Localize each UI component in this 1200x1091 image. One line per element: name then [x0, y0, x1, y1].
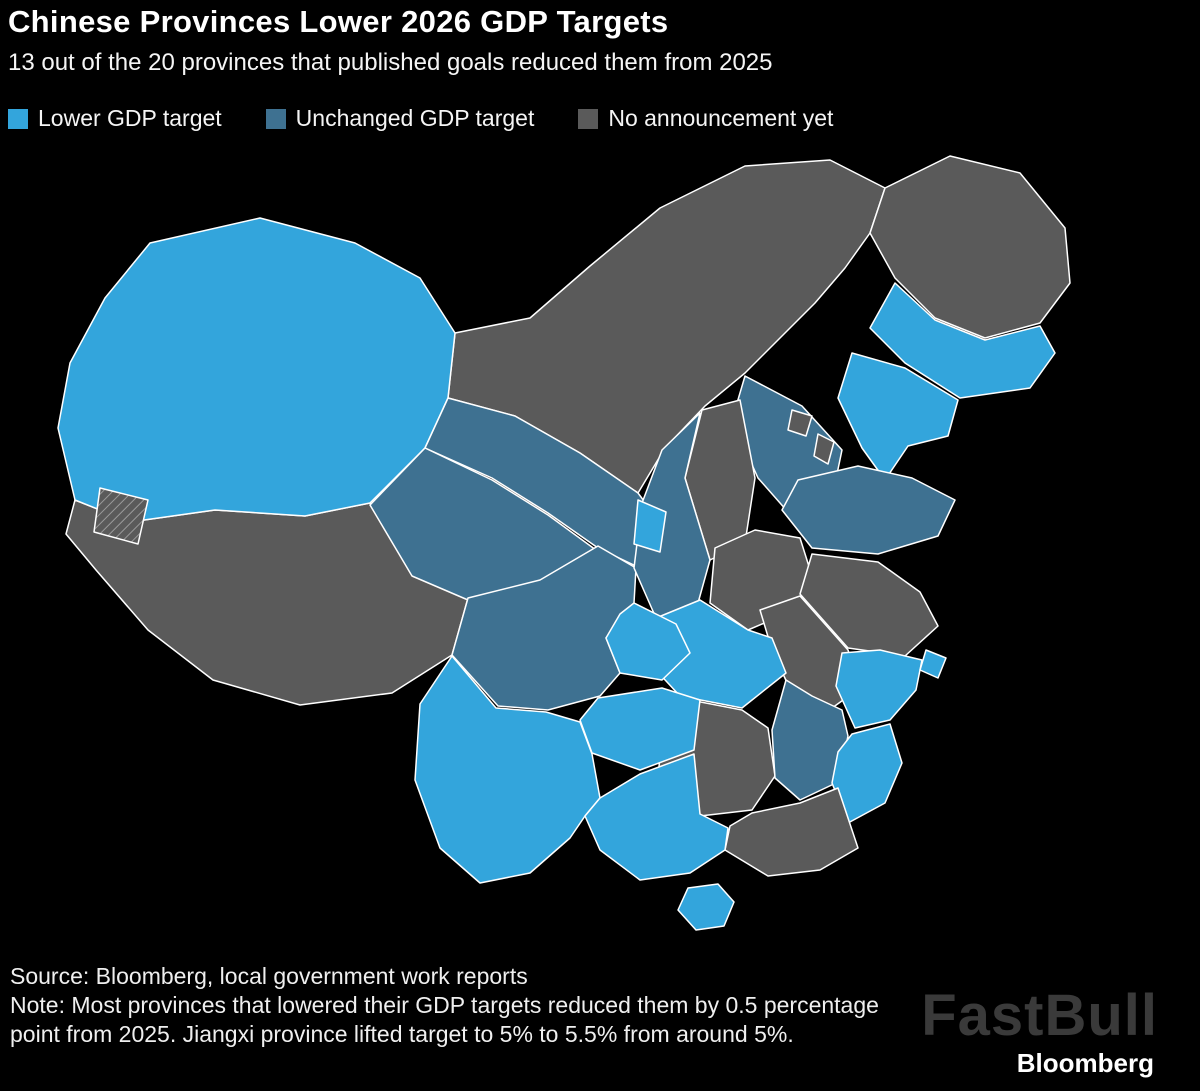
- province-liaoning: [837, 352, 959, 481]
- province-guangdong: [724, 787, 859, 877]
- legend-swatch-lower-icon: [8, 108, 28, 129]
- fastbull-watermark: FastBull: [921, 983, 1158, 1048]
- province-guangxi: [584, 753, 729, 881]
- legend-label-lower: Lower GDP target: [38, 105, 222, 131]
- legend-item-lower: Lower GDP target: [8, 105, 222, 132]
- province-fujian: [831, 723, 903, 824]
- map-svg: [57, 155, 1071, 931]
- legend-swatch-none-icon: [578, 108, 599, 129]
- legend: Lower GDP target Unchanged GDP target No…: [8, 105, 833, 132]
- province-chongqing: [605, 602, 691, 681]
- bloomberg-logo: Bloomberg: [1016, 1048, 1154, 1078]
- province-hainan: [677, 883, 735, 931]
- province-jiangsu: [799, 553, 939, 657]
- chart-subtitle: 13 out of the 20 provinces that publishe…: [8, 49, 773, 76]
- province-jiangxi: [771, 679, 849, 801]
- disputed-region-hatch: [93, 487, 149, 545]
- source-line: Source: Bloomberg, local government work…: [10, 963, 528, 989]
- province-jilin: [869, 282, 1056, 399]
- province-shanghai: [919, 649, 947, 679]
- note-line: Note: Most provinces that lowered their …: [10, 992, 879, 1047]
- province-shandong: [781, 465, 956, 555]
- province-ningxia: [633, 499, 667, 553]
- legend-label-none: No announcement yet: [608, 105, 834, 131]
- province-tianjin: [813, 433, 835, 465]
- province-guizhou: [579, 687, 701, 771]
- legend-swatch-unchanged-icon: [265, 108, 286, 129]
- chart-title: Chinese Provinces Lower 2026 GDP Targets: [8, 4, 669, 39]
- province-beijing: [787, 409, 813, 437]
- china-choropleth-map: [0, 148, 1200, 958]
- legend-item-none: No announcement yet: [578, 105, 833, 132]
- legend-item-unchanged: Unchanged GDP target: [265, 105, 535, 132]
- legend-label-unchanged: Unchanged GDP target: [295, 105, 535, 131]
- province-xinjiang: [57, 217, 456, 523]
- province-yunnan: [414, 655, 601, 884]
- province-heilongjiang: [869, 155, 1071, 339]
- footer: Source: Bloomberg, local government work…: [10, 962, 895, 1049]
- province-zhejiang: [835, 649, 923, 729]
